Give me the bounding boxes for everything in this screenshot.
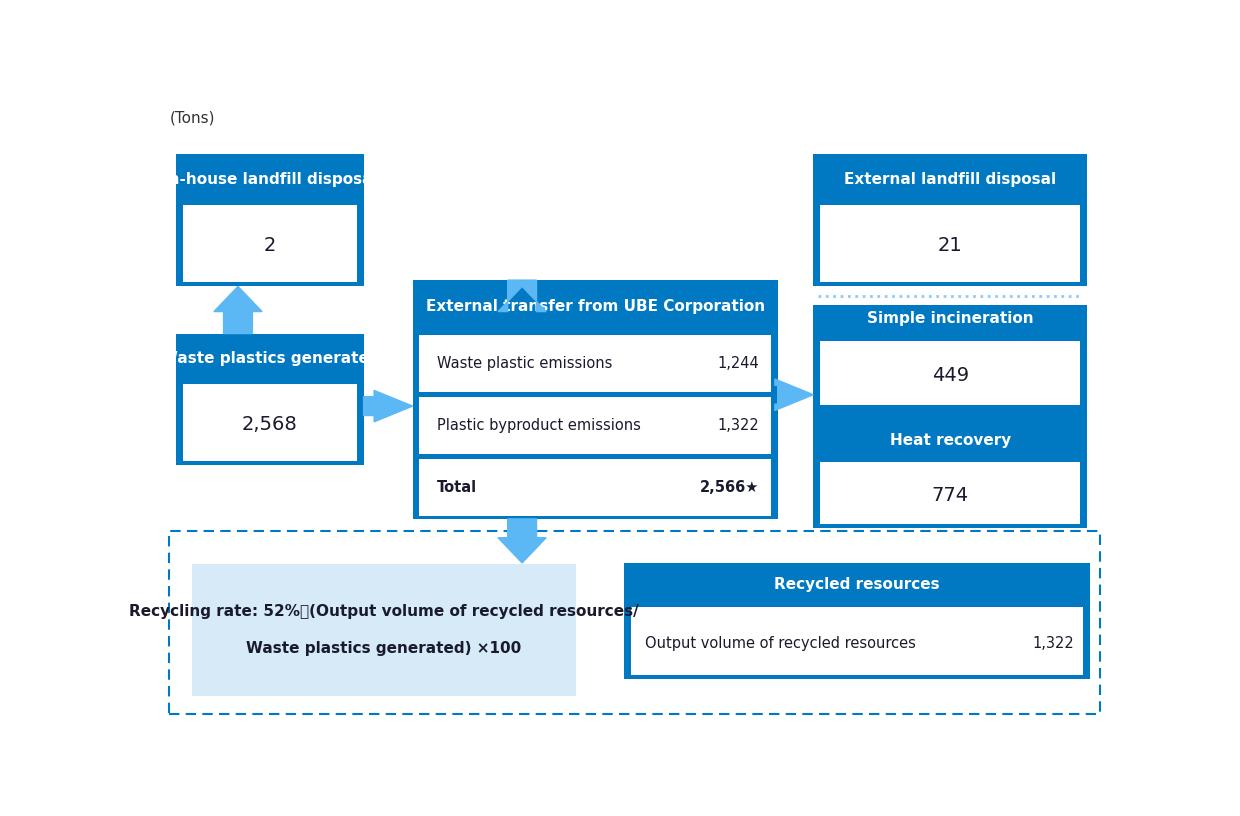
- Text: 1,244: 1,244: [718, 357, 759, 371]
- Text: In-house landfill disposal: In-house landfill disposal: [162, 172, 377, 187]
- Text: 1,322: 1,322: [1032, 636, 1074, 650]
- Polygon shape: [498, 519, 546, 563]
- FancyBboxPatch shape: [182, 205, 357, 282]
- FancyBboxPatch shape: [820, 463, 1080, 524]
- FancyBboxPatch shape: [820, 205, 1080, 282]
- FancyBboxPatch shape: [191, 564, 575, 696]
- Text: Waste plastic emissions: Waste plastic emissions: [436, 357, 613, 371]
- Text: External landfill disposal: External landfill disposal: [844, 172, 1056, 187]
- Text: 2,568: 2,568: [242, 415, 298, 434]
- Polygon shape: [363, 390, 413, 422]
- Text: Simple incineration: Simple incineration: [867, 311, 1034, 326]
- Text: Recycled resources: Recycled resources: [774, 578, 940, 592]
- Text: Waste plastics generated: Waste plastics generated: [160, 351, 379, 366]
- Text: (Tons): (Tons): [170, 110, 215, 126]
- FancyBboxPatch shape: [813, 154, 1087, 286]
- FancyBboxPatch shape: [813, 305, 1087, 528]
- FancyBboxPatch shape: [182, 384, 357, 461]
- FancyBboxPatch shape: [413, 280, 777, 519]
- FancyBboxPatch shape: [419, 459, 771, 517]
- FancyBboxPatch shape: [624, 563, 1090, 679]
- Text: Output volume of recycled resources: Output volume of recycled resources: [645, 636, 916, 650]
- Text: Plastic byproduct emissions: Plastic byproduct emissions: [436, 419, 640, 433]
- FancyBboxPatch shape: [820, 341, 1080, 405]
- Polygon shape: [498, 280, 546, 312]
- FancyBboxPatch shape: [419, 335, 771, 392]
- Text: 21: 21: [937, 236, 962, 255]
- Text: 2,566★: 2,566★: [701, 481, 759, 495]
- Text: Total: Total: [436, 481, 476, 495]
- Text: 774: 774: [931, 486, 968, 505]
- FancyBboxPatch shape: [419, 397, 771, 455]
- Text: Heat recovery: Heat recovery: [889, 432, 1011, 448]
- Text: Waste plastics generated) ×100: Waste plastics generated) ×100: [246, 641, 521, 656]
- FancyBboxPatch shape: [631, 607, 1084, 675]
- FancyBboxPatch shape: [176, 334, 363, 465]
- Polygon shape: [215, 286, 262, 334]
- Text: External transfer from UBE Corporation: External transfer from UBE Corporation: [425, 299, 765, 314]
- FancyBboxPatch shape: [176, 154, 363, 286]
- Text: Recycling rate: 52%＝(Output volume of recycled resources/: Recycling rate: 52%＝(Output volume of re…: [129, 604, 639, 619]
- Polygon shape: [775, 379, 813, 410]
- Text: 449: 449: [931, 366, 968, 384]
- Text: 2: 2: [264, 236, 277, 255]
- Text: 1,322: 1,322: [718, 419, 759, 433]
